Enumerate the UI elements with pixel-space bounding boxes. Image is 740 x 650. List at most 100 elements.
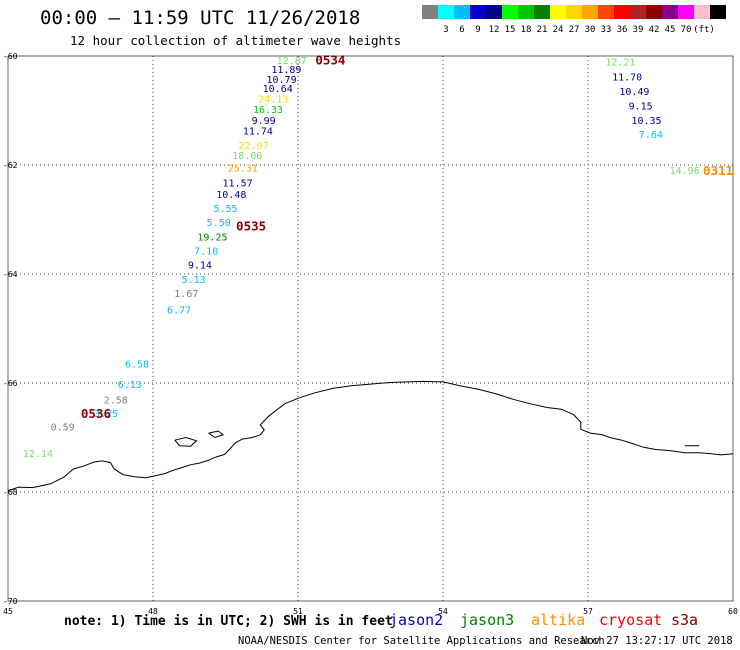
color-scale-label: 24	[553, 25, 564, 35]
wave-height-label: 12.14	[23, 449, 53, 460]
wave-height-label: 6.13	[118, 380, 142, 391]
color-swatch	[694, 5, 710, 19]
y-tick-label: -60	[3, 52, 18, 61]
color-scale-label: 42	[649, 25, 660, 35]
wave-height-label: 12.87	[277, 56, 307, 67]
chart-title: 00:00 – 11:59 UTC 11/26/2018	[40, 7, 360, 29]
color-scale-label: 30	[585, 25, 596, 35]
legend-cryosat: cryosat	[599, 611, 662, 629]
wave-height-label: 12.21	[605, 57, 635, 68]
legend-jason3: jason3	[460, 611, 514, 629]
x-tick-label: 51	[293, 607, 303, 616]
grid-lines	[8, 56, 733, 601]
pass-id-label: 0535	[236, 218, 266, 233]
color-swatch	[598, 5, 614, 19]
footer-timestamp: Nov 27 13:27:17 UTC 2018	[581, 635, 733, 647]
x-tick-label: 48	[148, 607, 158, 616]
color-scale-label: 9	[475, 25, 480, 35]
color-swatch	[550, 5, 566, 19]
wave-height-label: 16.33	[253, 105, 283, 116]
color-scale-unit: (ft)	[693, 25, 715, 35]
color-scale-label: 3	[443, 25, 448, 35]
wave-height-label: 10.48	[216, 190, 246, 201]
color-swatch	[534, 5, 550, 19]
color-scale-label: 33	[601, 25, 612, 35]
legend-altika: altika	[531, 611, 585, 629]
wave-height-label: 7.64	[639, 130, 663, 141]
color-scale-label: 21	[537, 25, 548, 35]
wave-height-label: 11.70	[612, 73, 642, 84]
color-swatch	[566, 5, 582, 19]
wave-height-label: 9.14	[188, 261, 212, 272]
color-swatch	[470, 5, 486, 19]
coastline	[7, 380, 734, 492]
color-swatch	[678, 5, 694, 19]
color-swatch	[614, 5, 630, 19]
axis-ticks: 45 48 51 54 57 60 -60 -62 -64 -66 -68 -70	[3, 52, 738, 616]
color-swatch	[438, 5, 454, 19]
pass-id-label: 0534	[315, 52, 345, 67]
coastline-island	[208, 430, 225, 439]
color-swatch	[486, 5, 502, 19]
color-scale-label: 6	[459, 25, 464, 35]
wave-height-label: 24.13	[258, 95, 288, 106]
color-swatch	[646, 5, 662, 19]
wave-height-label: 6.77	[167, 305, 191, 316]
y-tick-label: -66	[3, 379, 18, 388]
pass-id-label: 0311	[703, 163, 733, 178]
wave-height-label: 5.55	[213, 204, 237, 215]
color-scale-label: 27	[569, 25, 580, 35]
wave-height-label: 2.58	[104, 395, 128, 406]
pass-id-label: 0536	[81, 406, 111, 421]
wave-height-label: 11.89	[271, 65, 301, 76]
legend-s3a: s3a	[671, 611, 698, 629]
color-swatch	[422, 5, 438, 19]
color-swatch	[582, 5, 598, 19]
color-scale-label: 39	[633, 25, 644, 35]
color-scale-label: 15	[505, 25, 516, 35]
color-scale-legend: 3 6 9 12 15 18 21 24 27 30 33 36 39 42 45 70 (ft)	[422, 5, 726, 35]
footer-credit: NOAA/NESDIS Center for Satellite Applica…	[238, 635, 605, 647]
wave-height-label: 5.50	[207, 218, 231, 229]
wave-height-label: 9.99	[252, 116, 276, 127]
y-tick-label: -68	[3, 488, 18, 497]
chart-subtitle: 12 hour collection of altimeter wave hei…	[70, 33, 401, 48]
wave-height-label: 11.74	[243, 127, 273, 138]
plot-frame	[7, 55, 734, 602]
wave-height-label: 14.96	[670, 166, 700, 177]
x-tick-label: 57	[583, 607, 593, 616]
wave-height-label: 11.57	[223, 178, 253, 189]
wave-height-label: 18.00	[232, 151, 262, 162]
wave-height-label: 7.10	[194, 247, 218, 258]
y-tick-label: -62	[3, 161, 18, 170]
satellite-legend: jason2 jason3 altika cryosat s3a	[389, 611, 698, 629]
wave-height-label: 19.25	[197, 232, 227, 243]
color-swatch	[454, 5, 470, 19]
coastline-island	[174, 436, 198, 447]
wave-height-label: 10.35	[631, 116, 661, 127]
x-tick-label: 60	[728, 607, 738, 616]
wave-height-label: 6.58	[125, 359, 149, 370]
color-scale-label: 36	[617, 25, 628, 35]
wave-height-label: 9.15	[629, 102, 653, 113]
color-scale-label: 45	[665, 25, 676, 35]
x-tick-label: 45	[3, 607, 13, 616]
color-swatch	[518, 5, 534, 19]
wave-height-label: 3.25	[94, 409, 118, 420]
color-swatch	[502, 5, 518, 19]
x-tick-label: 54	[438, 607, 448, 616]
color-scale-label: 70	[681, 25, 692, 35]
color-swatch	[710, 5, 726, 19]
wave-height-label: 25.31	[228, 164, 258, 175]
wave-height-label: 10.64	[263, 84, 293, 95]
footer-note: note: 1) Time is in UTC; 2) SWH is in fe…	[64, 614, 393, 629]
wave-height-label: 10.49	[619, 87, 649, 98]
coastline-mainland	[7, 380, 734, 492]
color-swatch	[630, 5, 646, 19]
color-scale-label: 12	[489, 25, 500, 35]
color-scale-label: 18	[521, 25, 532, 35]
y-tick-label: -64	[3, 270, 18, 279]
wave-height-label: 5.13	[182, 275, 206, 286]
